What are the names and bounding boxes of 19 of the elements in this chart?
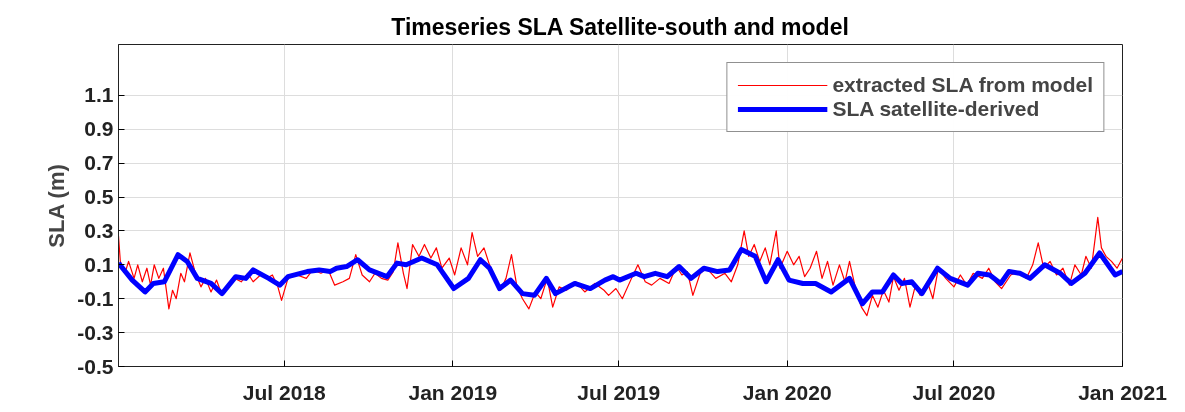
y-tick-label: 0.9 bbox=[84, 117, 114, 141]
y-tick-label: -0.5 bbox=[77, 354, 114, 378]
x-tick-label: Jan 2021 bbox=[1078, 380, 1168, 404]
x-tick-label: Jan 2019 bbox=[408, 380, 498, 404]
x-tick-label: Jul 2020 bbox=[912, 380, 996, 404]
x-tick-label: Jan 2020 bbox=[742, 380, 832, 404]
x-tick-label: Jul 2018 bbox=[242, 380, 327, 404]
legend-label: extracted SLA from model bbox=[832, 73, 1093, 97]
x-tick-label: Jul 2019 bbox=[577, 380, 661, 404]
chart-title: Timeseries SLA Satellite-south and model bbox=[391, 13, 849, 40]
y-tick-label: 0.1 bbox=[84, 252, 114, 276]
y-tick-label: 0.7 bbox=[84, 151, 114, 175]
y-tick-label: -0.3 bbox=[77, 320, 114, 344]
legend-label: SLA satellite-derived bbox=[832, 97, 1040, 121]
y-tick-label: 1.1 bbox=[84, 83, 114, 107]
y-tick-label: -0.1 bbox=[77, 286, 114, 310]
y-tick-label: 0.5 bbox=[84, 185, 114, 209]
y-axis-title: SLA (m) bbox=[44, 164, 70, 248]
y-tick-label: 0.3 bbox=[84, 218, 114, 242]
